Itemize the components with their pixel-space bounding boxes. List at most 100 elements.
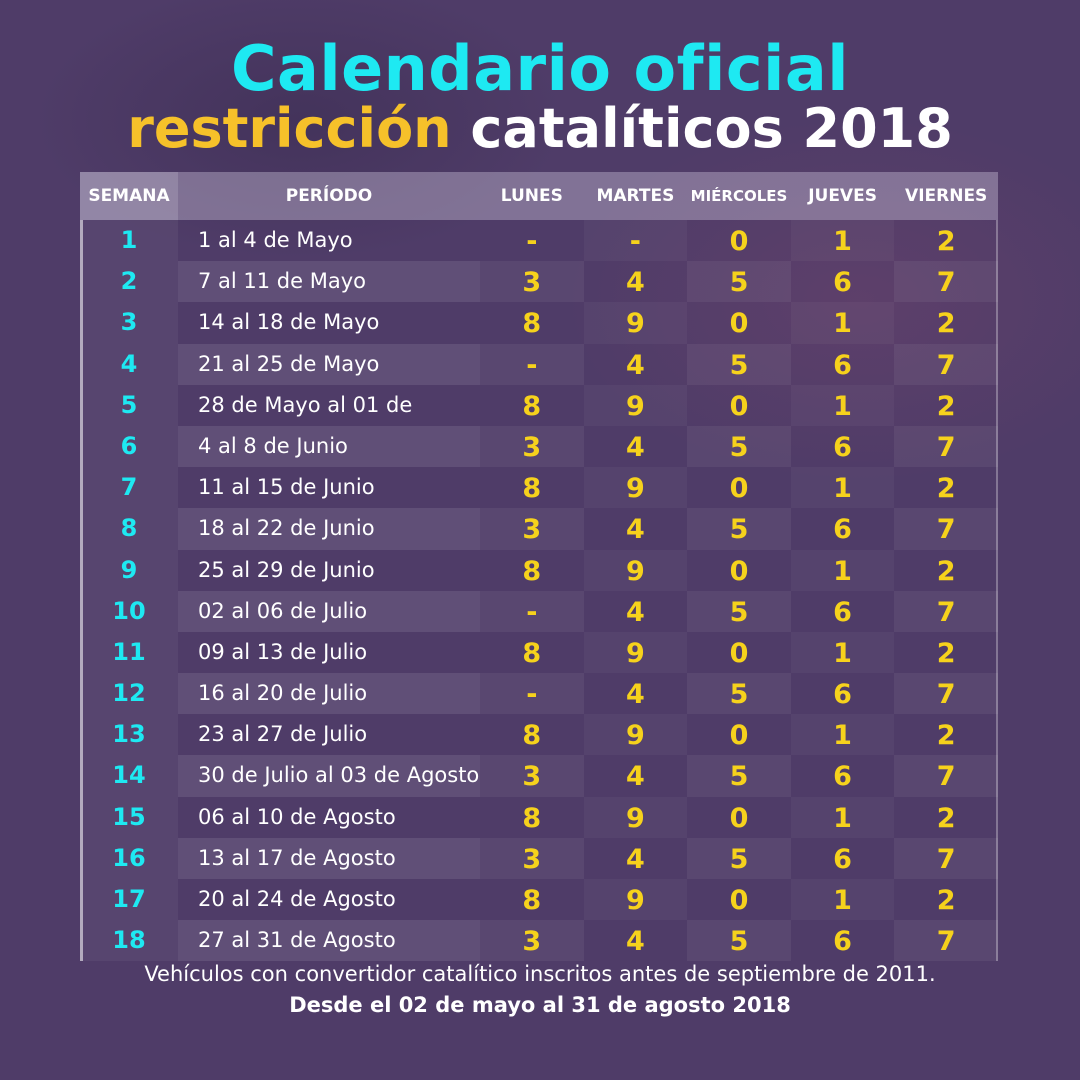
cell-lunes: 3 — [480, 755, 584, 797]
cell-lunes: 3 — [480, 425, 584, 468]
cell-jueves: 6 — [833, 843, 852, 875]
cell-jueves: 1 — [790, 302, 895, 344]
cell-viernes: 7 — [894, 425, 998, 468]
cell-lunes: 3 — [480, 261, 584, 303]
cell-miercoles: 5 — [687, 837, 791, 879]
cell-periodo: 7 al 11 de Mayo — [178, 261, 480, 303]
cell-semana: 5 — [80, 384, 178, 426]
cell-jueves: 1 — [790, 796, 895, 838]
cell-lunes: 3 — [480, 837, 584, 879]
cell-martes: 4 — [625, 431, 645, 463]
cell-semana: 15 — [80, 796, 178, 838]
cell-jueves: 6 — [833, 926, 852, 958]
cell-semana: 8 — [80, 508, 178, 550]
cell-semana: 3 — [80, 302, 178, 344]
table-row: 16 13 al 17 de Agosto 3 4 5 6 7 — [80, 837, 998, 879]
cell-jueves: 1 — [790, 879, 895, 921]
table-row: 1 1 al 4 de Mayo - - 0 1 2 — [80, 220, 998, 262]
cell-martes: 9 — [583, 467, 688, 509]
header-periodo: PERÍODO — [285, 186, 373, 206]
cell-periodo: 30 de Julio al 03 de Agosto — [178, 755, 480, 797]
cell-martes: 9 — [583, 631, 688, 674]
table-row: 15 06 al 10 de Agosto 8 9 0 1 2 — [80, 796, 998, 838]
cell-lunes: 8 — [522, 473, 542, 505]
page-title: Calendario oficial — [231, 32, 849, 105]
table-header: SEMANA PERÍODO LUNES MARTES MIÉRCOLES JU… — [80, 172, 998, 220]
cell-lunes: - — [480, 343, 584, 385]
cell-periodo: 16 al 20 de Julio — [178, 673, 480, 715]
cell-lunes: 8 — [522, 637, 542, 669]
cell-jueves: 6 — [833, 679, 852, 711]
cell-semana: 11 — [80, 631, 178, 674]
table-row: 10 02 al 06 de Julio - 4 5 6 7 — [80, 590, 998, 632]
cell-jueves: 1 — [790, 631, 895, 674]
cell-viernes: 7 — [894, 755, 998, 797]
cell-martes: 4 — [625, 679, 645, 711]
cell-miercoles: 5 — [687, 343, 791, 385]
cell-viernes: 7 — [894, 673, 998, 715]
cell-lunes: 8 — [522, 802, 542, 834]
cell-periodo: 28 de Mayo al 01 de — [198, 392, 413, 417]
table-row: 5 28 de Mayo al 01 de 8 9 0 1 2 — [80, 384, 998, 426]
cell-miercoles: 5 — [687, 755, 791, 797]
cell-semana: 6 — [80, 425, 178, 468]
cell-viernes: 7 — [894, 590, 998, 632]
cell-semana: 18 — [80, 920, 178, 962]
cell-viernes: 7 — [894, 261, 998, 303]
cell-jueves: 1 — [790, 384, 895, 426]
cell-jueves: 6 — [833, 761, 852, 793]
cell-semana: 13 — [80, 714, 178, 756]
cell-viernes: 2 — [936, 226, 956, 257]
cell-martes: 9 — [583, 714, 688, 756]
cell-martes: 4 — [625, 843, 645, 875]
cell-miercoles: 0 — [729, 720, 749, 752]
cell-viernes: 2 — [936, 308, 956, 340]
cell-lunes: 8 — [522, 720, 542, 752]
cell-semana: 1 — [80, 220, 178, 262]
cell-miercoles: 0 — [729, 637, 749, 669]
cell-periodo: 14 al 18 de Mayo — [198, 310, 380, 335]
cell-periodo: 4 al 8 de Junio — [178, 425, 480, 468]
cell-periodo: 20 al 24 de Agosto — [198, 887, 396, 911]
cell-viernes: 2 — [936, 720, 956, 752]
cell-martes: 4 — [625, 761, 645, 793]
cell-jueves: 1 — [790, 467, 895, 509]
cell-miercoles: 0 — [729, 802, 749, 834]
cell-viernes: 2 — [936, 637, 956, 669]
cell-lunes: 3 — [480, 920, 584, 962]
table-row: 13 23 al 27 de Julio 8 9 0 1 2 — [80, 714, 998, 756]
cell-periodo: 1 al 4 de Mayo — [198, 228, 353, 252]
header-martes: MARTES — [596, 186, 675, 206]
cell-lunes: 8 — [522, 308, 542, 340]
subtitle-highlight: restricción — [127, 97, 452, 160]
cell-semana: 7 — [80, 467, 178, 509]
cell-lunes: 8 — [522, 390, 542, 422]
right-rule — [996, 220, 998, 962]
left-rule — [80, 220, 83, 962]
cell-lunes: - — [480, 673, 584, 715]
cell-semana: 4 — [80, 343, 178, 385]
cell-periodo: 09 al 13 de Julio — [198, 639, 368, 664]
table-row: 3 14 al 18 de Mayo 8 9 0 1 2 — [80, 302, 998, 344]
table-row: 12 16 al 20 de Julio - 4 5 6 7 — [80, 673, 998, 715]
cell-martes: 9 — [583, 384, 688, 426]
header-semana: SEMANA — [80, 172, 178, 220]
cell-lunes: 8 — [522, 555, 542, 587]
cell-periodo: 06 al 10 de Agosto — [198, 804, 396, 829]
cell-semana: 10 — [80, 590, 178, 632]
table-row: 8 18 al 22 de Junio 3 4 5 6 7 — [80, 508, 998, 550]
cell-viernes: 2 — [936, 802, 956, 834]
table-row: 7 11 al 15 de Junio 8 9 0 1 2 — [80, 467, 998, 509]
cell-periodo: 23 al 27 de Julio — [198, 722, 368, 747]
cell-martes: 4 — [625, 349, 645, 381]
table-row: 17 20 al 24 de Agosto 8 9 0 1 2 — [80, 879, 998, 921]
cell-viernes: 2 — [936, 555, 956, 587]
cell-martes: 9 — [583, 879, 688, 921]
cell-miercoles: 5 — [687, 673, 791, 715]
table-row: 11 09 al 13 de Julio 8 9 0 1 2 — [80, 631, 998, 674]
cell-viernes: 7 — [894, 837, 998, 879]
cell-miercoles: 0 — [729, 226, 749, 257]
footer-dates: Desde el 02 de mayo al 31 de agosto 2018 — [289, 993, 791, 1017]
cell-martes: 9 — [583, 549, 688, 591]
